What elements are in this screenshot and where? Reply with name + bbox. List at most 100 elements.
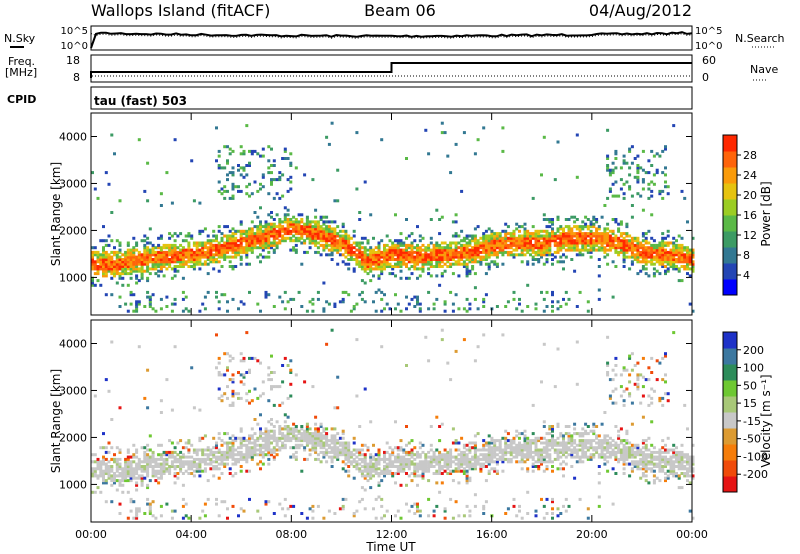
power-cell [215,243,218,247]
power-cell [639,260,643,264]
velocity-cell [173,345,177,349]
power-cell [501,126,505,130]
power-cell [148,272,152,276]
velocity-cell [118,472,122,475]
power-cell [595,227,599,231]
velocity-cell [126,474,130,478]
velocity-cell [520,432,524,436]
power-cell [281,194,285,198]
power-cell [504,232,508,236]
power-cell [253,239,257,243]
power-cell [132,265,136,268]
power-cell [479,236,483,240]
power-cell [531,246,535,250]
power-cell [110,272,114,276]
power-cell [641,267,645,271]
power-cell [493,234,497,238]
power-cell [484,255,488,259]
velocity-cell [540,455,543,459]
velocity-cell [347,450,351,454]
power-cell [617,243,621,247]
power-cell [647,250,651,254]
power-cell [592,215,596,219]
power-cell [314,239,318,243]
power-cell [380,253,384,257]
power-cell [435,255,439,259]
power-cell [102,258,105,261]
power-cell [628,267,632,271]
velocity-cell [253,441,257,445]
velocity-cell [311,504,315,508]
velocity-cell [283,356,287,360]
power-cell [253,180,257,184]
power-cell [542,262,546,266]
power-cell [683,255,687,259]
velocity-cell [272,385,276,389]
power-cell [162,274,166,278]
velocity-cell [168,472,172,475]
velocity-cell [322,436,326,440]
power-cell [421,262,425,266]
power-cell [597,258,601,261]
velocity-cell [99,469,103,473]
power-cell [173,138,177,142]
power-cell [473,272,477,276]
velocity-cell [297,429,301,433]
velocity-cell [597,434,601,438]
velocity-cell [261,446,265,450]
velocity-cell [102,460,105,464]
velocity-cell [487,453,491,457]
power-cell [325,229,329,233]
velocity-cell [352,441,356,445]
power-cell [215,250,218,254]
power-cell [212,253,216,257]
power-cell [355,258,359,261]
power-cell [129,293,133,297]
velocity-cell [471,457,475,461]
velocity-cell [518,443,521,447]
velocity-cell [234,448,238,452]
velocity-cell [473,462,477,466]
velocity-cell [231,378,235,382]
velocity-cell [418,474,422,478]
power-cell [173,253,177,257]
power-cell [647,229,651,233]
power-cell [410,255,414,259]
power-cell [603,239,607,243]
power-cell [107,234,111,238]
power-cell [140,276,144,280]
power-cell [322,307,326,311]
power-cell [672,250,676,254]
power-cell [300,227,304,231]
power-cell [322,243,326,247]
power-cell [691,250,695,254]
velocity-cell [231,380,235,384]
power-cell [435,253,439,257]
velocity-cell [578,434,582,438]
power-cell [586,250,590,254]
velocity-cell [611,453,615,457]
velocity-cell [495,460,499,464]
velocity-cell [509,448,513,452]
power-cell [209,253,213,257]
power-cell [633,243,637,247]
power-cell [154,250,158,254]
power-cell [523,248,527,252]
velocity-cell [104,481,108,485]
power-cell [115,269,119,273]
velocity-cell [104,465,108,468]
velocity-cell [385,467,389,471]
power-cell [333,234,337,238]
velocity-cell [526,436,530,440]
power-cell [688,255,692,259]
power-cell [548,248,552,252]
velocity-cell [99,460,103,464]
power-cell [520,243,524,247]
power-cell [443,255,447,259]
power-cell [584,225,588,229]
power-cell [468,272,472,276]
power-cell [270,182,273,186]
velocity-cell [619,453,623,457]
power-cell [93,260,97,264]
power-cell [292,248,296,252]
